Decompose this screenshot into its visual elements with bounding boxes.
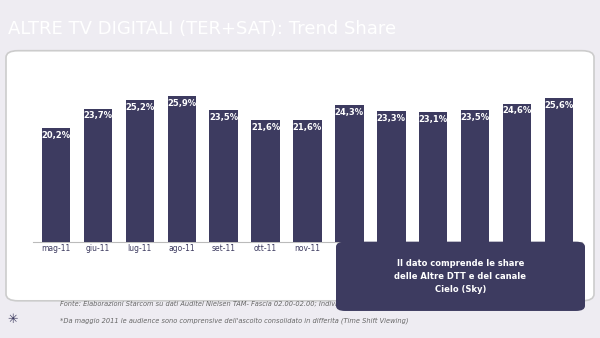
Bar — [209, 110, 238, 242]
Bar — [461, 110, 490, 242]
Bar — [545, 98, 573, 242]
Text: ALTRE TV DIGITALI (TER+SAT): Trend Share: ALTRE TV DIGITALI (TER+SAT): Trend Share — [8, 20, 396, 38]
Text: +26%: +26% — [545, 258, 572, 266]
Bar — [125, 100, 154, 242]
Text: *Da maggio 2011 le audience sono comprensive dell'ascolto consolidato in differi: *Da maggio 2011 le audience sono compren… — [60, 318, 409, 324]
Bar — [377, 111, 406, 242]
Text: 24,3%: 24,3% — [335, 108, 364, 117]
Bar — [167, 96, 196, 242]
Text: 25,2%: 25,2% — [125, 103, 154, 112]
Text: Il dato comprende le share
delle Altre DTT e del canale
Cielo (Sky): Il dato comprende le share delle Altre D… — [395, 259, 527, 294]
Text: 21,6%: 21,6% — [293, 123, 322, 132]
Text: ✳: ✳ — [7, 313, 18, 326]
Text: 25,9%: 25,9% — [167, 99, 196, 108]
Bar — [419, 112, 448, 242]
Bar — [251, 120, 280, 242]
Bar — [293, 120, 322, 242]
Text: 23,5%: 23,5% — [209, 113, 238, 122]
Text: Fonte: Elaborazioni Starcom su dati Auditel Nielsen TAM- Fascia 02.00-02.00; Ind: Fonte: Elaborazioni Starcom su dati Audi… — [60, 301, 347, 307]
Bar — [335, 105, 364, 242]
Text: 23,3%: 23,3% — [377, 114, 406, 123]
Text: 23,5%: 23,5% — [461, 113, 490, 122]
Text: 23,1%: 23,1% — [419, 115, 448, 124]
Text: 23,7%: 23,7% — [83, 112, 112, 120]
Bar — [503, 103, 531, 242]
Text: 24,6%: 24,6% — [502, 106, 532, 115]
Text: 25,6%: 25,6% — [544, 101, 574, 110]
Text: 21,6%: 21,6% — [251, 123, 280, 132]
Bar — [84, 108, 112, 242]
Bar — [42, 128, 70, 242]
Text: 20,2%: 20,2% — [41, 131, 71, 140]
